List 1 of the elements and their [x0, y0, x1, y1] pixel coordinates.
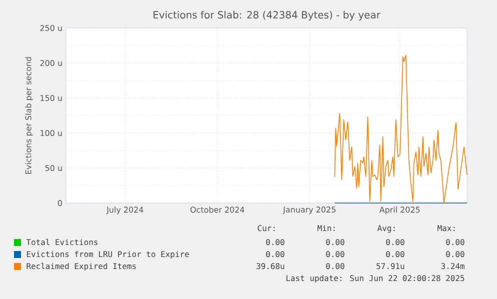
chart-title: Evictions for Slab: 28 (42384 Bytes) - by year — [154, 10, 380, 21]
